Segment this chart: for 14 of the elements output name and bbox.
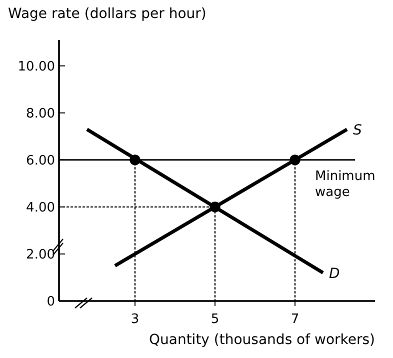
x-tick-label: 7 (290, 312, 300, 327)
series-label: D (329, 266, 340, 282)
y-tick-label: 0 (46, 294, 55, 310)
y-tick-label: 2.00 (26, 248, 55, 263)
x-tick-label: 5 (210, 312, 220, 327)
series-label: S (353, 122, 362, 138)
y-axis-title: Wage rate (dollars per hour) (8, 6, 206, 22)
ref-line-label: Minimum wage (315, 168, 376, 200)
y-tick-label: 10.00 (18, 59, 55, 74)
y-tick-label: 6.00 (26, 153, 55, 168)
y-tick-label: 8.00 (26, 106, 55, 122)
x-axis-title: Quantity (thousands of workers) (148, 332, 376, 348)
y-tick-label: 4.00 (26, 200, 55, 216)
x-tick-label: 3 (130, 312, 140, 327)
